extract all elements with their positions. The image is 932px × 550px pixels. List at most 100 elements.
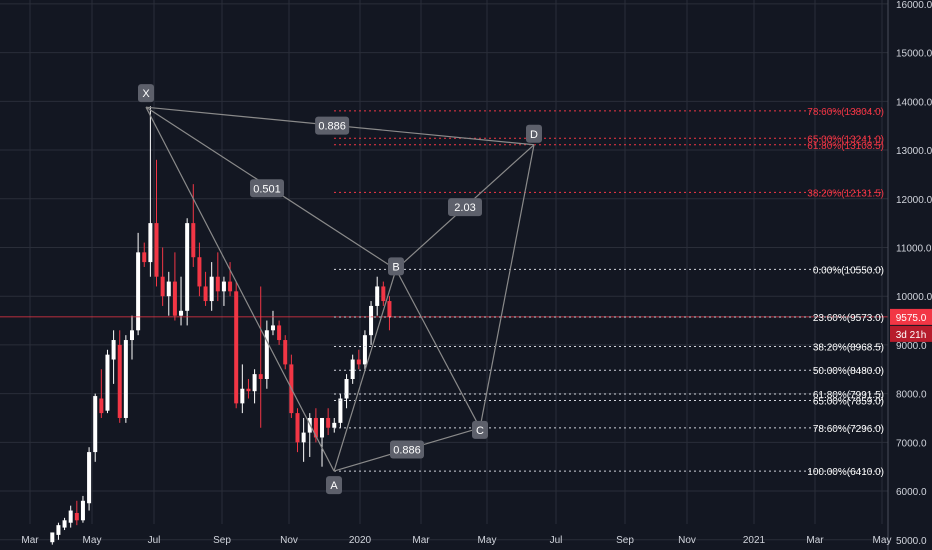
x-tick-label: May [478,535,497,546]
candle-body [215,276,220,292]
candle-body [191,223,196,258]
candle-body [332,422,337,428]
candle-body [234,291,239,404]
pattern-leg-xa [145,106,335,472]
y-tick-label: 5000.0 [896,536,927,547]
candle-body [93,396,98,453]
x-tick-label: Jul [148,535,161,546]
y-tick-label: 6000.0 [896,487,927,498]
pattern-ratio-label: 0.886 [318,121,346,133]
fib-level-label: 23.60%(9573.0) [813,313,884,324]
candle-body [203,286,208,302]
fib-levels: 0.00%(10550.0) 23.60%(9573.0) 38.20%(8968.… [0,107,888,478]
fib-level-label-red: 61.80%(13108.5) [807,141,884,152]
grid-lines [0,0,888,541]
candle-body [166,281,171,297]
y-tick-label: 15000.0 [896,49,932,60]
fib-level-label: 61.80%(7991.5) [813,390,884,401]
candle-body [277,325,282,341]
y-tick-label: 10000.0 [896,292,932,303]
candle-body [117,344,122,418]
y-tick-label: 8000.0 [896,390,927,401]
candle-body [74,512,79,521]
pattern-ratio-box [250,179,284,198]
pattern-leg-bc [395,269,481,429]
candle-body [148,223,153,263]
fib-level-label: 0.00%(10550.0) [813,265,884,276]
candle-body [50,532,55,543]
x-tick-label: May [83,535,102,546]
pattern-point-label: C [476,425,484,437]
pattern-point-label: D [530,129,538,141]
candle-body [283,340,288,365]
time-axis[interactable]: Mar May Jul Sep Nov 2020 Mar May Jul Sep Nov 2021 Ma… [21,535,891,546]
fib-level-label-red: 65.00%(13241.0) [807,134,884,145]
candle-body [56,525,61,535]
price-axis[interactable]: 16000.0 15000.0 14000.0 13000.0 12000.0 11000… [887,0,932,550]
candle-body [258,374,263,380]
candle-body [80,500,85,521]
price-marker-box [890,308,932,325]
y-tick-label: 13000.0 [896,146,932,157]
pattern-point-box [472,420,488,439]
pattern-ratio-box [315,116,350,135]
candle-body [326,417,331,428]
candle-body [356,359,361,365]
pattern-ratio-box [390,440,424,459]
candle-body [362,335,367,365]
candle-body [111,340,116,360]
candle-body [295,413,300,443]
candle-body [381,286,386,302]
x-tick-label: Mar [21,535,39,546]
fib-level-label: 65.00%(7859.0) [813,396,884,407]
candle-body [136,252,141,331]
pattern-point-label: A [330,480,338,492]
pattern-point-label: X [142,88,150,100]
x-tick-label: Jul [550,535,563,546]
y-tick-label: 12000.0 [896,195,932,206]
candle-body [264,330,269,380]
xabcd-pattern[interactable]: X A B C D 0.886 0.501 2.03 0.886 [138,84,542,495]
candle-body [350,359,355,380]
countdown-label: 3d 21h [896,330,927,341]
candle-body [246,388,251,392]
pattern-leg-cd [479,144,535,429]
x-tick-label: Sep [616,535,634,546]
candle-body [313,417,318,438]
candle-body [320,417,325,438]
y-tick-label: 14000.0 [896,97,932,108]
candle-body [160,276,165,297]
fib-level-label-red: 38.20%(12131.5) [807,188,884,199]
candle-body [123,340,128,418]
pattern-point-box [326,476,342,495]
x-tick-label: 2020 [349,535,372,546]
candle-body [179,310,184,316]
x-tick-label: Nov [678,535,696,546]
x-tick-label: Nov [280,535,298,546]
fib-level-label: 100.00%(6410.0) [807,467,884,478]
candle-body [338,398,343,423]
pattern-point-box [388,257,404,276]
pattern-ratio-box [448,198,482,217]
candle-body [221,281,226,292]
candle-body [387,301,392,317]
candle-body [154,223,159,277]
x-tick-label: Mar [806,535,824,546]
fib-level-label-red: 78.60%(13804.0) [807,107,884,118]
fib-level-label: 78.60%(7296.0) [813,424,884,435]
candle-body [375,286,380,306]
pattern-ratio-label: 2.03 [454,202,475,214]
x-tick-label: Sep [213,535,231,546]
candle-body [228,281,233,292]
candle-body [344,379,349,399]
candle-body [209,276,214,302]
countdown-box [890,325,932,342]
candle-body [68,510,73,523]
candle-body [185,223,190,311]
candle-body [270,325,275,331]
candle-body [252,374,257,392]
candle-body [87,452,92,504]
candle-body [62,520,67,528]
